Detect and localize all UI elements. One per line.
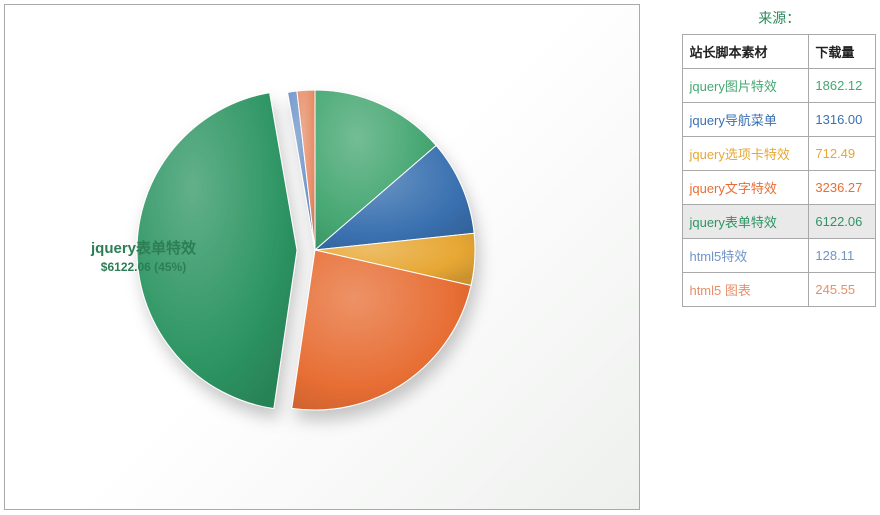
legend-header-row: 站长脚本素材 下载量 xyxy=(683,35,876,69)
legend-row[interactable]: html5特效128.11 xyxy=(683,239,876,273)
legend-panel: 来源： 站长脚本素材 下载量 jquery图片特效1862.12jquery导航… xyxy=(682,4,876,307)
legend-row[interactable]: html5 图表245.55 xyxy=(683,273,876,307)
legend-title: 来源： xyxy=(682,4,876,34)
legend-row-value: 1862.12 xyxy=(809,69,876,103)
legend-table: 站长脚本素材 下载量 jquery图片特效1862.12jquery导航菜单13… xyxy=(682,34,876,307)
legend-row-name: html5 图表 xyxy=(683,273,809,307)
legend-row-name: jquery文字特效 xyxy=(683,171,809,205)
legend-row[interactable]: jquery图片特效1862.12 xyxy=(683,69,876,103)
legend-row-name: jquery选项卡特效 xyxy=(683,137,809,171)
pie-slice[interactable] xyxy=(297,90,315,250)
legend-row-value: 6122.06 xyxy=(809,205,876,239)
legend-row-value: 3236.27 xyxy=(809,171,876,205)
callout-subtitle: $6122.06 (45%) xyxy=(91,260,196,274)
callout-title: jquery表单特效 xyxy=(91,237,196,258)
legend-row-value: 712.49 xyxy=(809,137,876,171)
legend-row[interactable]: jquery文字特效3236.27 xyxy=(683,171,876,205)
slice-callout: jquery表单特效 $6122.06 (45%) xyxy=(91,237,196,274)
legend-row-name: jquery导航菜单 xyxy=(683,103,809,137)
page-root: jquery表单特效 $6122.06 (45%) 来源： 站长脚本素材 下载量… xyxy=(0,0,880,514)
legend-header-name: 站长脚本素材 xyxy=(683,35,809,69)
legend-row-value: 245.55 xyxy=(809,273,876,307)
legend-row[interactable]: jquery选项卡特效712.49 xyxy=(683,137,876,171)
legend-row-name: jquery表单特效 xyxy=(683,205,809,239)
legend-row-value: 1316.00 xyxy=(809,103,876,137)
pie-chart-panel: jquery表单特效 $6122.06 (45%) xyxy=(4,4,640,510)
legend-header-value: 下载量 xyxy=(809,35,876,69)
legend-row-name: jquery图片特效 xyxy=(683,69,809,103)
legend-row[interactable]: jquery导航菜单1316.00 xyxy=(683,103,876,137)
legend-row-name: html5特效 xyxy=(683,239,809,273)
legend-row[interactable]: jquery表单特效6122.06 xyxy=(683,205,876,239)
legend-row-value: 128.11 xyxy=(809,239,876,273)
